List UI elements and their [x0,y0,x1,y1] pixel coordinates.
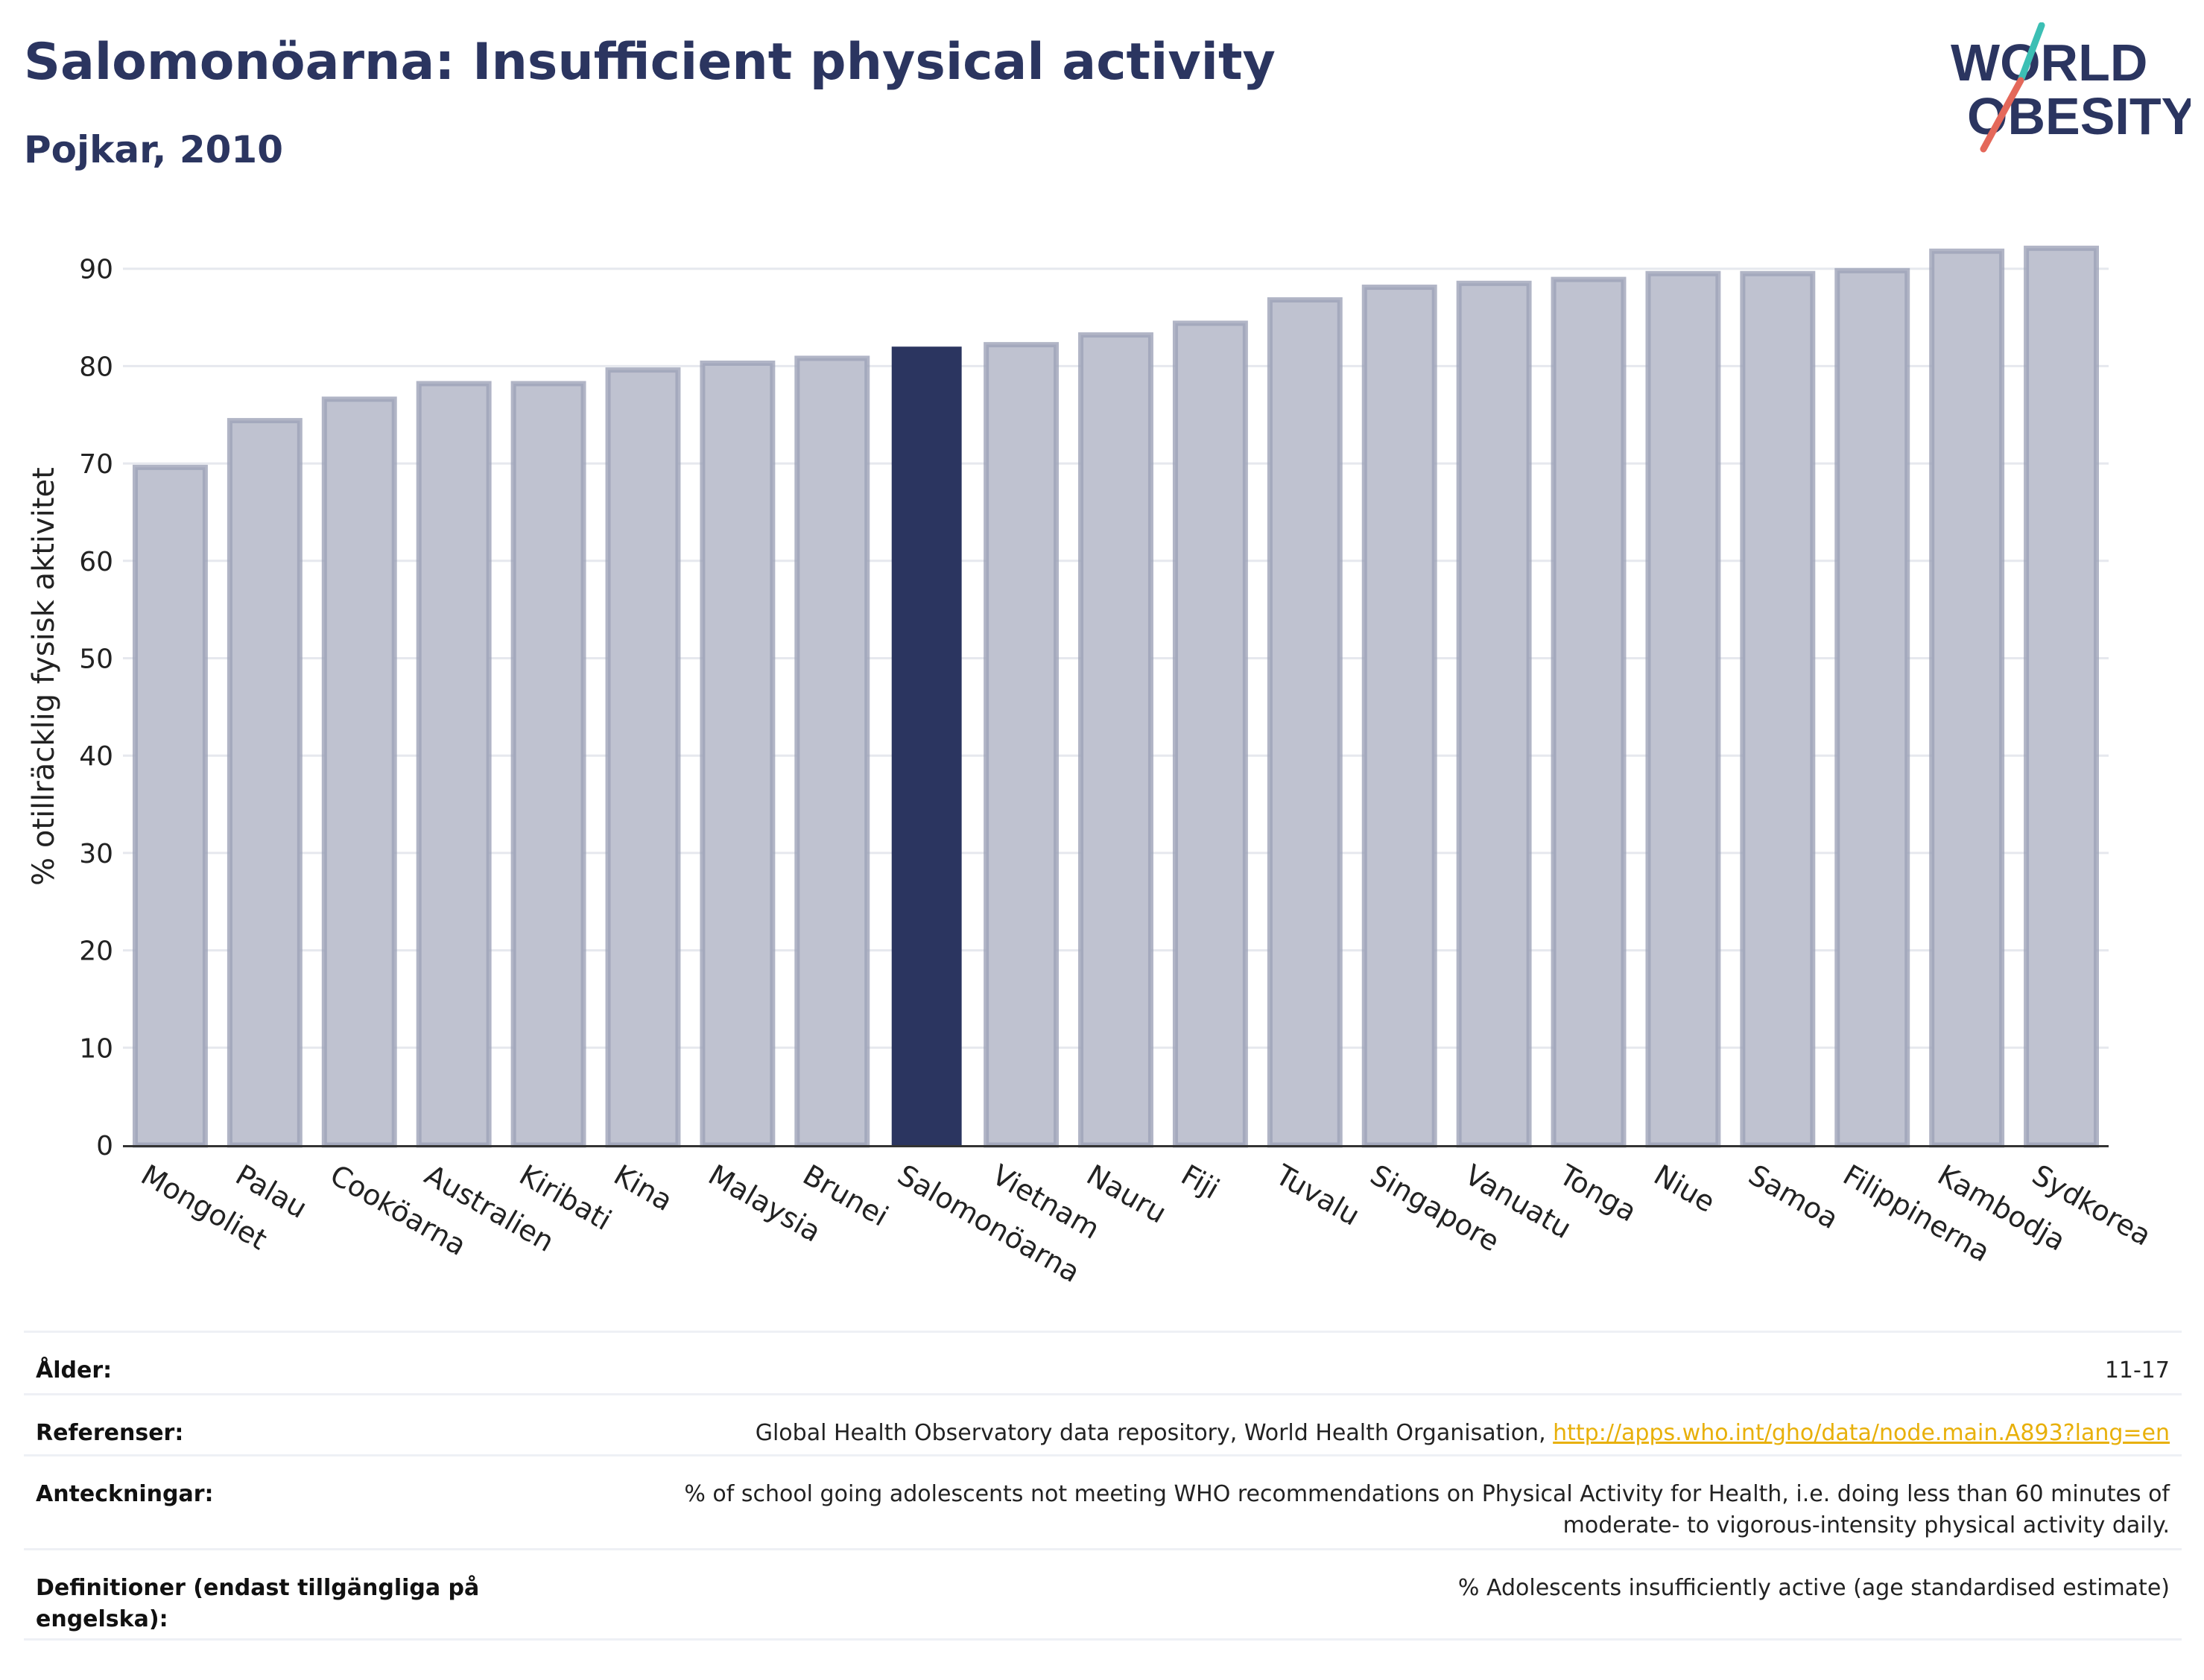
x-tick-label: Fiji [1176,1158,1225,1205]
bar-kiribati [510,381,586,1148]
world-obesity-logo: WORLD OBESITY [1951,22,2191,153]
meta-label-age: Ålder: [36,1357,113,1383]
y-tick-labels: 0 10 20 30 40 50 60 70 80 90 [79,255,113,1161]
references-link[interactable]: http://apps.who.int/gho/data/node.main.A… [1553,1420,2170,1446]
bar-niue [1645,270,1721,1148]
y-tick-label: 20 [79,936,113,967]
meta-value-notes: % of school going adolescents not meetin… [684,1481,2170,1538]
meta-row-references: Referenser: Global Health Observatory da… [24,1393,2182,1454]
bar-cooköarna [321,396,397,1148]
bar-vietnam [984,342,1060,1148]
references-text: Global Health Observatory data repositor… [755,1420,1554,1446]
x-tick-label: Kina [608,1158,678,1218]
x-tick-label: Niue [1648,1158,1720,1219]
page-title: Salomonöarna: Insufficient physical acti… [24,33,1276,92]
bar-tonga [1551,276,1627,1148]
meta-value-age: 11-17 [2104,1357,2170,1383]
meta-value-references: Global Health Observatory data repositor… [756,1418,2170,1449]
bar-brunei [794,355,870,1148]
logo-text-world: WORLD [1951,34,2147,92]
meta-label-references: Referenser: [36,1420,184,1446]
bar-kina [605,367,681,1148]
logo-slash-teal [2017,22,2045,84]
meta-value-definitions: % Adolescents insufficiently active (age… [1457,1575,2170,1601]
bar-sydkorea [2024,245,2100,1148]
y-tick-label: 30 [79,839,113,869]
page-subtitle: Pojkar, 2010 [24,128,283,171]
x-tick-label: Samoa [1743,1158,1843,1236]
bar-malaysia [700,360,776,1148]
bar-tuvalu [1267,297,1343,1148]
meta-row-definitions: Definitioner (endast tillgängliga på eng… [24,1548,2182,1641]
y-tick-label: 50 [79,644,113,675]
bar-fiji [1172,320,1248,1148]
bar-mongoliet [132,464,208,1148]
meta-label-definitions: Definitioner (endast tillgängliga på eng… [36,1575,480,1632]
bar-vanuatu [1456,280,1532,1148]
x-tick-label: Tuvalu [1270,1158,1365,1232]
y-tick-label: 90 [79,255,113,285]
y-tick-label: 0 [96,1131,113,1161]
y-tick-label: 10 [79,1033,113,1064]
meta-row-notes: Anteckningar: % of school going adolesce… [24,1454,2182,1548]
bars [132,245,2100,1148]
y-tick-label: 70 [79,449,113,480]
bar-singapore [1361,285,1437,1148]
bar-salomonöarna [891,346,962,1145]
meta-label-notes: Anteckningar: [36,1481,214,1507]
logo-slash-red [1980,77,2024,153]
bar-palau [227,418,303,1148]
y-tick-label: 60 [79,547,113,577]
meta-row-age: Ålder: 11-17 [24,1331,2182,1393]
bar-nauru [1078,332,1153,1148]
bar-filippinerna [1834,267,1910,1148]
y-tick-label: 40 [79,741,113,772]
y-tick-label: 80 [79,352,113,382]
bar-australien [416,381,492,1148]
y-axis-label: % otillräcklig fysisk aktivitet [27,467,61,886]
metadata-table: Ålder: 11-17 Referenser: Global Health O… [24,1331,2182,1641]
bar-kambodja [1929,248,2005,1148]
bar-samoa [1740,270,1816,1148]
